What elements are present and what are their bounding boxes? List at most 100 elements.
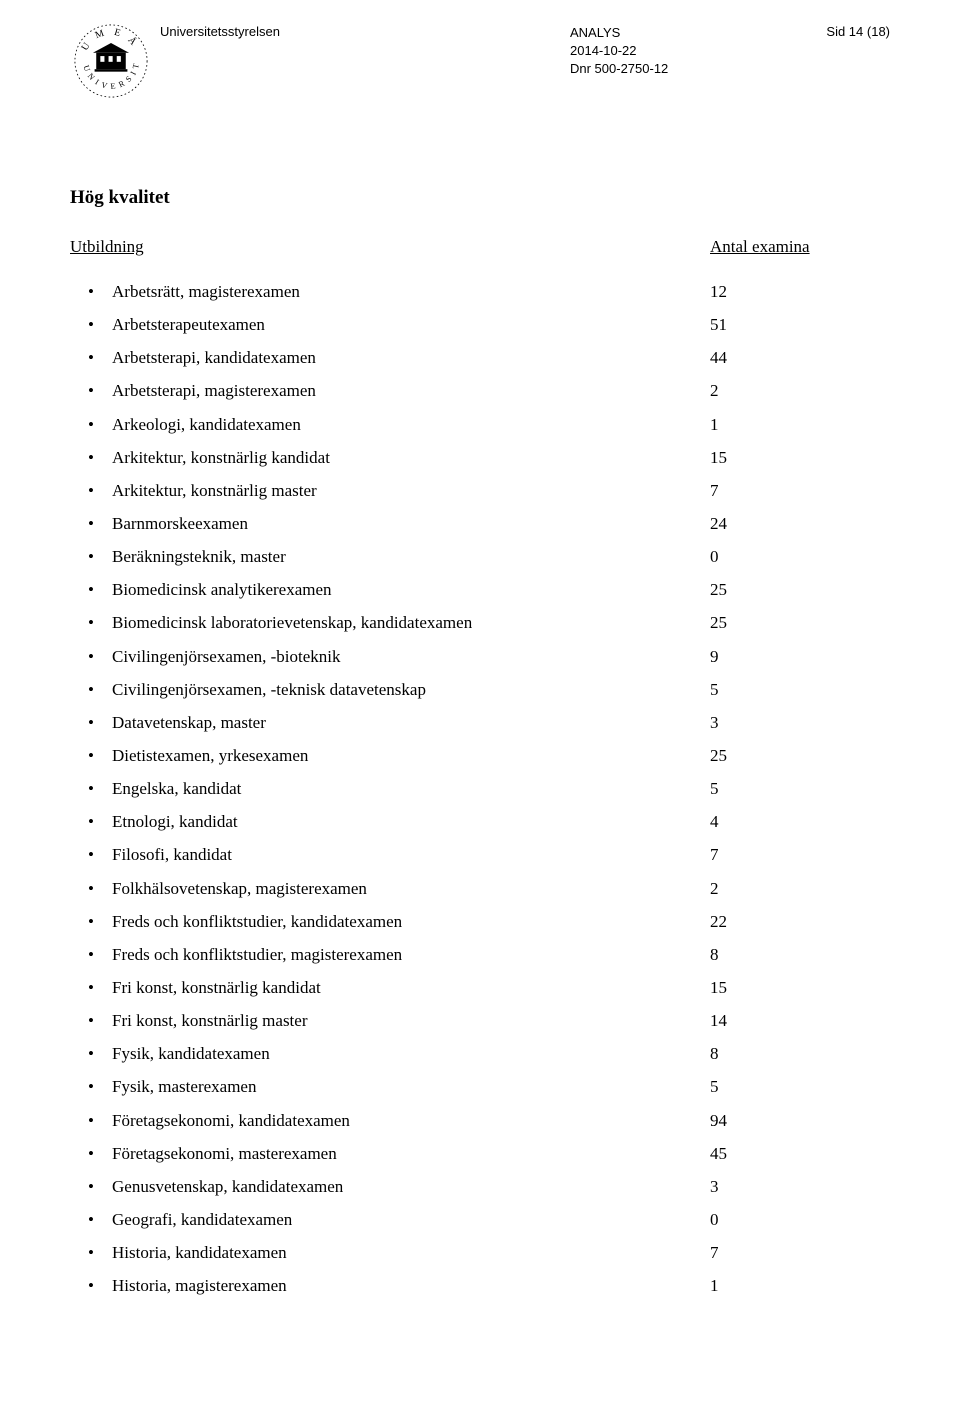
programme-count: 25 xyxy=(710,573,890,606)
programme-name: Freds och konfliktstudier, magisterexame… xyxy=(112,938,710,971)
programme-count: 5 xyxy=(710,772,890,805)
programme-name: Historia, kandidatexamen xyxy=(112,1236,710,1269)
list-item: Fri konst, konstnärlig master14 xyxy=(70,1004,890,1037)
list-item: Arkeologi, kandidatexamen1 xyxy=(70,408,890,441)
programme-name: Civilingenjörsexamen, -bioteknik xyxy=(112,640,710,673)
programme-name: Freds och konfliktstudier, kandidatexame… xyxy=(112,905,710,938)
programme-count: 7 xyxy=(710,474,890,507)
programme-name: Etnologi, kandidat xyxy=(112,805,710,838)
page-number: Sid 14 (18) xyxy=(770,20,890,39)
programme-count: 4 xyxy=(710,805,890,838)
list-item: Arkitektur, konstnärlig master7 xyxy=(70,474,890,507)
programme-count: 2 xyxy=(710,374,890,407)
university-seal-icon: U M E Å U N I V E R S I T E T xyxy=(70,20,152,102)
programme-name: Civilingenjörsexamen, -teknisk dataveten… xyxy=(112,673,710,706)
column-headers: Utbildning Antal examina xyxy=(70,237,890,257)
programme-name: Datavetenskap, master xyxy=(112,706,710,739)
programme-name: Folkhälsovetenskap, magisterexamen xyxy=(112,872,710,905)
programme-name: Fri konst, konstnärlig kandidat xyxy=(112,971,710,1004)
list-item: Beräkningsteknik, master0 xyxy=(70,540,890,573)
programme-name: Arkitektur, konstnärlig kandidat xyxy=(112,441,710,474)
programme-name: Biomedicinsk laboratorievetenskap, kandi… xyxy=(112,606,710,639)
programme-count: 9 xyxy=(710,640,890,673)
list-item: Arbetsrätt, magisterexamen12 xyxy=(70,275,890,308)
programme-count: 45 xyxy=(710,1137,890,1170)
programme-count: 7 xyxy=(710,1236,890,1269)
programme-count: 94 xyxy=(710,1104,890,1137)
doc-dnr: Dnr 500-2750-12 xyxy=(570,60,770,78)
programme-name: Filosofi, kandidat xyxy=(112,838,710,871)
list-item: Freds och konfliktstudier, magisterexame… xyxy=(70,938,890,971)
programme-name: Biomedicinsk analytikerexamen xyxy=(112,573,710,606)
programme-name: Arkeologi, kandidatexamen xyxy=(112,408,710,441)
programme-count: 44 xyxy=(710,341,890,374)
list-item: Etnologi, kandidat4 xyxy=(70,805,890,838)
programme-count: 5 xyxy=(710,1070,890,1103)
programme-count: 1 xyxy=(710,1269,890,1302)
list-item: Arbetsterapeutexamen51 xyxy=(70,308,890,341)
programme-name: Arbetsrätt, magisterexamen xyxy=(112,275,710,308)
programme-name: Genusvetenskap, kandidatexamen xyxy=(112,1170,710,1203)
programme-count: 25 xyxy=(710,739,890,772)
programme-count: 22 xyxy=(710,905,890,938)
programme-count: 8 xyxy=(710,1037,890,1070)
list-item: Dietistexamen, yrkesexamen25 xyxy=(70,739,890,772)
programme-count: 12 xyxy=(710,275,890,308)
list-item: Genusvetenskap, kandidatexamen3 xyxy=(70,1170,890,1203)
list-item: Filosofi, kandidat7 xyxy=(70,838,890,871)
programme-count: 25 xyxy=(710,606,890,639)
list-item: Freds och konfliktstudier, kandidatexame… xyxy=(70,905,890,938)
list-item: Företagsekonomi, kandidatexamen94 xyxy=(70,1104,890,1137)
list-item: Historia, kandidatexamen7 xyxy=(70,1236,890,1269)
doc-date: 2014-10-22 xyxy=(570,42,770,60)
programme-name: Engelska, kandidat xyxy=(112,772,710,805)
programme-count: 24 xyxy=(710,507,890,540)
list-item: Arkitektur, konstnärlig kandidat15 xyxy=(70,441,890,474)
list-item: Historia, magisterexamen1 xyxy=(70,1269,890,1302)
list-item: Fri konst, konstnärlig kandidat15 xyxy=(70,971,890,1004)
programme-name: Fysik, kandidatexamen xyxy=(112,1037,710,1070)
list-item: Datavetenskap, master3 xyxy=(70,706,890,739)
organization-name: Universitetsstyrelsen xyxy=(160,20,570,39)
list-item: Engelska, kandidat5 xyxy=(70,772,890,805)
document-meta: ANALYS 2014-10-22 Dnr 500-2750-12 xyxy=(570,20,770,79)
programme-name: Fysik, masterexamen xyxy=(112,1070,710,1103)
programme-name: Företagsekonomi, masterexamen xyxy=(112,1137,710,1170)
programme-name: Arbetsterapi, magisterexamen xyxy=(112,374,710,407)
programme-name: Företagsekonomi, kandidatexamen xyxy=(112,1104,710,1137)
list-item: Arbetsterapi, magisterexamen2 xyxy=(70,374,890,407)
page: U M E Å U N I V E R S I T E T Universite… xyxy=(0,0,960,1342)
column-header-value: Antal examina xyxy=(710,237,890,257)
list-item: Civilingenjörsexamen, -bioteknik9 xyxy=(70,640,890,673)
programme-name: Historia, magisterexamen xyxy=(112,1269,710,1302)
programme-count: 3 xyxy=(710,706,890,739)
programme-count: 51 xyxy=(710,308,890,341)
column-header-name: Utbildning xyxy=(70,237,710,257)
list-item: Folkhälsovetenskap, magisterexamen2 xyxy=(70,872,890,905)
programme-name: Arkitektur, konstnärlig master xyxy=(112,474,710,507)
programme-count: 5 xyxy=(710,673,890,706)
list-item: Arbetsterapi, kandidatexamen44 xyxy=(70,341,890,374)
page-header: U M E Å U N I V E R S I T E T Universite… xyxy=(70,20,890,107)
programme-count: 0 xyxy=(710,1203,890,1236)
list-item: Fysik, masterexamen5 xyxy=(70,1070,890,1103)
programme-count: 7 xyxy=(710,838,890,871)
list-item: Barnmorskeexamen24 xyxy=(70,507,890,540)
list-item: Fysik, kandidatexamen8 xyxy=(70,1037,890,1070)
list-item: Geografi, kandidatexamen0 xyxy=(70,1203,890,1236)
section-title: Hög kvalitet xyxy=(70,187,890,209)
list-item: Företagsekonomi, masterexamen45 xyxy=(70,1137,890,1170)
programme-count: 3 xyxy=(710,1170,890,1203)
list-item: Civilingenjörsexamen, -teknisk dataveten… xyxy=(70,673,890,706)
programme-count: 1 xyxy=(710,408,890,441)
programme-name: Geografi, kandidatexamen xyxy=(112,1203,710,1236)
programme-count: 15 xyxy=(710,971,890,1004)
programme-name: Beräkningsteknik, master xyxy=(112,540,710,573)
list-item: Biomedicinsk laboratorievetenskap, kandi… xyxy=(70,606,890,639)
programme-name: Arbetsterapi, kandidatexamen xyxy=(112,341,710,374)
programme-count: 15 xyxy=(710,441,890,474)
programme-count: 14 xyxy=(710,1004,890,1037)
programme-name: Arbetsterapeutexamen xyxy=(112,308,710,341)
programme-count: 0 xyxy=(710,540,890,573)
programme-list: Arbetsrätt, magisterexamen12Arbetsterape… xyxy=(70,275,890,1302)
